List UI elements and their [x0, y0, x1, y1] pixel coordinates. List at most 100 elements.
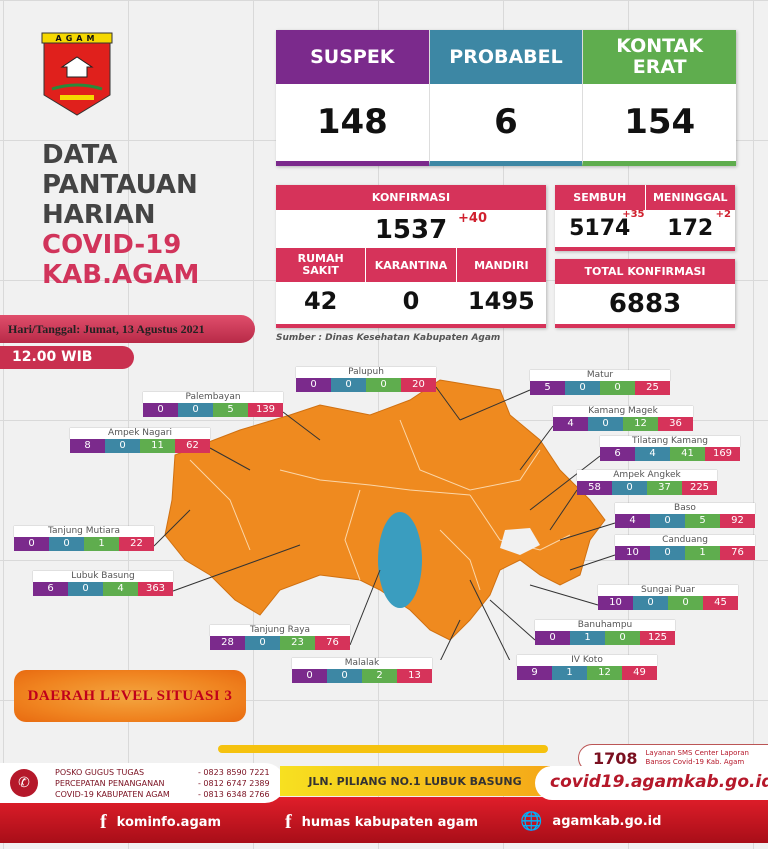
region-value: 0: [105, 439, 140, 453]
region-value: 0: [143, 403, 178, 417]
lake-maninjau: [378, 512, 422, 608]
title-line: KAB.AGAM: [42, 260, 200, 290]
region-value: 36: [658, 417, 693, 431]
region-value: 5: [530, 381, 565, 395]
stat-label: MANDIRI: [456, 248, 546, 282]
region-value: 0: [68, 582, 103, 596]
region-value: 62: [175, 439, 210, 453]
region-value: 0: [600, 381, 635, 395]
region-value: 5: [213, 403, 248, 417]
facebook-icon: f: [100, 811, 107, 833]
leader-line: [153, 509, 191, 547]
phone-number: - 0812 6747 2389: [198, 779, 270, 788]
konfirmasi-value: 1537: [374, 215, 448, 245]
leader-line: [459, 389, 531, 421]
region-value: 0: [292, 669, 327, 683]
leader-line: [569, 554, 616, 571]
stat-delta: +2: [715, 209, 731, 220]
svg-text:AGAM: AGAM: [56, 34, 99, 43]
region-value: 45: [703, 596, 738, 610]
region-box-malalak: Malalak 0 0 2 13: [292, 658, 432, 683]
sembuh-stat: SEMBUH 5174 +35: [555, 185, 645, 247]
region-value: 225: [682, 481, 717, 495]
region-value: 10: [615, 546, 650, 560]
date-label: Hari/Tanggal: Jumat, 13 Agustus 2021: [0, 315, 255, 343]
posko-line: POSKO GUGUS TUGAS: [55, 768, 145, 777]
stat-value: 6: [494, 102, 518, 142]
region-value: 5: [685, 514, 720, 528]
footer-band: [0, 797, 768, 843]
facebook-kominfo-link[interactable]: f kominfo.agam: [100, 811, 221, 834]
title-line: PANTAUAN: [42, 170, 198, 200]
stat-value: 148: [316, 102, 388, 142]
region-value: 10: [598, 596, 633, 610]
region-value: 0: [535, 631, 570, 645]
title-line: HARIAN: [42, 200, 156, 230]
region-value: 41: [670, 447, 705, 461]
sembuh-meninggal-card: SEMBUH 5174 +35 MENINGGAL 172 +2: [555, 185, 735, 251]
region-value: 1: [84, 537, 119, 551]
website-link[interactable]: covid19.agamkab.go.id: [535, 766, 768, 800]
region-value: 12: [587, 666, 622, 680]
region-value: 4: [553, 417, 588, 431]
site-link[interactable]: 🌐 agamkab.go.id: [520, 811, 661, 832]
stat-value: 172: [667, 216, 714, 241]
stat-value: 5174: [569, 216, 631, 241]
suspek-stat: SUSPEK 148: [276, 30, 429, 166]
region-box-sungai-puar: Sungai Puar 10 0 0 45: [598, 585, 738, 610]
region-value: 1: [685, 546, 720, 560]
stat-value: 0: [402, 287, 420, 315]
leader-line: [549, 489, 578, 531]
region-box-banuhampu: Banuhampu 0 1 0 125: [535, 620, 675, 645]
meninggal-stat: MENINGGAL 172 +2: [644, 185, 735, 247]
region-name: Canduang: [615, 535, 755, 546]
region-value: 12: [623, 417, 658, 431]
region-value: 0: [178, 403, 213, 417]
region-value: 0: [650, 546, 685, 560]
region-box-tilatang-kamang: Tilatang Kamang 6 4 41 169: [600, 436, 740, 461]
region-box-palembayan: Palembayan 0 0 5 139: [143, 392, 283, 417]
region-value: 6: [33, 582, 68, 596]
facebook-humas-link[interactable]: f humas kabupaten agam: [285, 811, 478, 834]
konfirmasi-card: KONFIRMASI 1537 +40 RUMAH SAKIT 42 KARAN…: [276, 185, 546, 328]
agam-logo: AGAM: [41, 32, 113, 116]
karantina-stat: KARANTINA 0: [365, 248, 456, 324]
region-value: 9: [517, 666, 552, 680]
region-box-baso: Baso 4 0 5 92: [615, 503, 755, 528]
region-box-canduang: Canduang 10 0 1 76: [615, 535, 755, 560]
region-value: 0: [245, 636, 280, 650]
stat-label: MENINGGAL: [645, 185, 735, 210]
region-box-palupuh: Palupuh 0 0 0 20: [296, 367, 436, 392]
region-box-matur: Matur 5 0 0 25: [530, 370, 670, 395]
region-value: 28: [210, 636, 245, 650]
kontak-erat-stat: KONTAK ERAT 154: [582, 30, 737, 166]
region-value: 1: [552, 666, 587, 680]
phone-icon: ✆: [10, 769, 38, 797]
region-value: 76: [720, 546, 755, 560]
region-name: Tanjung Raya: [210, 625, 350, 636]
region-value: 22: [119, 537, 154, 551]
region-name: Kamang Magek: [553, 406, 693, 417]
region-value: 0: [612, 481, 647, 495]
posko-lines: POSKO GUGUS TUGAS PERCEPATAN PENANGANAN …: [55, 767, 170, 800]
region-value: 11: [140, 439, 175, 453]
region-value: 37: [647, 481, 682, 495]
leader-line: [282, 411, 321, 441]
stat-label: RUMAH SAKIT: [276, 248, 366, 282]
source-note: Sumber : Dinas Kesehatan Kabupaten Agam: [276, 333, 501, 343]
leader-line: [435, 386, 461, 421]
region-value: 363: [138, 582, 173, 596]
region-value: 2: [362, 669, 397, 683]
region-box-ampek-angkek: Ampek Angkek 58 0 37 225: [577, 470, 717, 495]
region-name: Tilatang Kamang: [600, 436, 740, 447]
posko-line: PERCEPATAN PENANGANAN: [55, 779, 165, 788]
region-value: 0: [588, 417, 623, 431]
address: JLN. PILIANG NO.1 LUBUK BASUNG: [280, 766, 550, 796]
region-value: 139: [248, 403, 283, 417]
region-box-iv-koto: IV Koto 9 1 12 49: [517, 655, 657, 680]
region-value: 76: [315, 636, 350, 650]
region-name: Palupuh: [296, 367, 436, 378]
stat-label: KARANTINA: [366, 248, 456, 282]
region-value: 20: [401, 378, 436, 392]
leader-line: [172, 544, 301, 592]
